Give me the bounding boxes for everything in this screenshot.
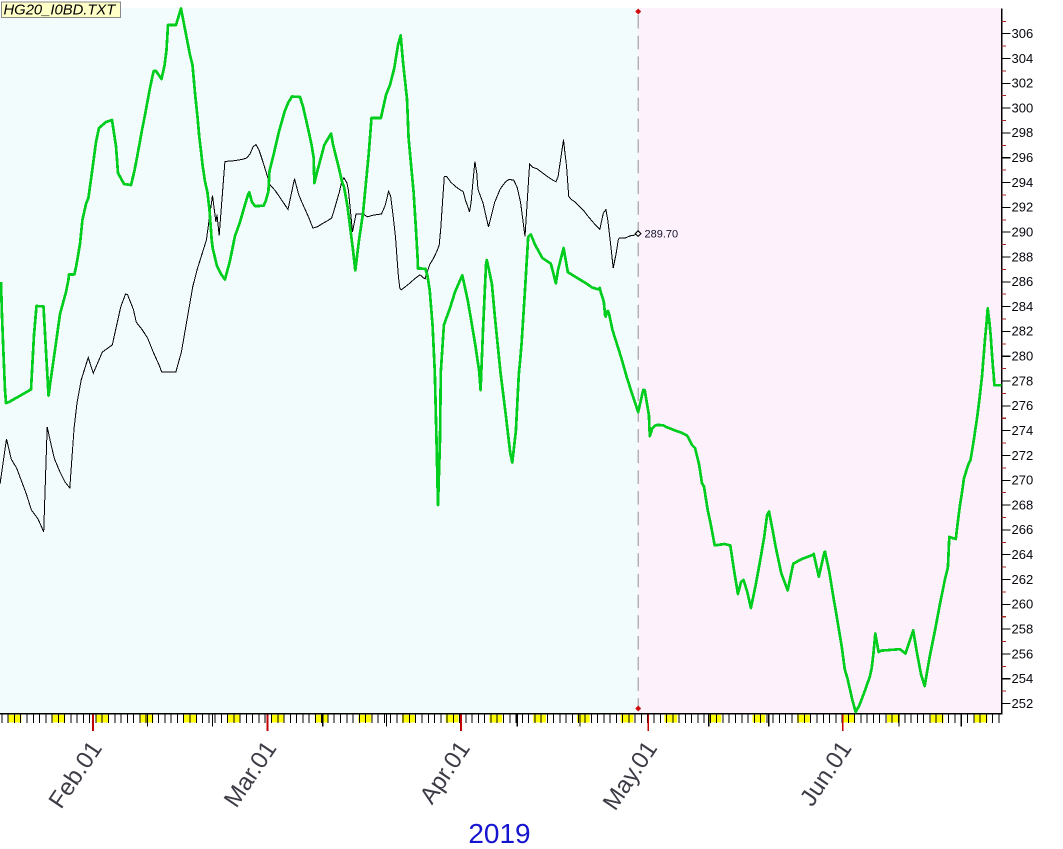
svg-text:292: 292 — [1012, 200, 1034, 215]
svg-text:262: 262 — [1012, 572, 1034, 587]
svg-text:294: 294 — [1012, 175, 1034, 190]
svg-text:290: 290 — [1012, 224, 1034, 239]
svg-text:278: 278 — [1012, 373, 1034, 388]
svg-text:270: 270 — [1012, 473, 1034, 488]
svg-text:HG20_I0BD.TXT: HG20_I0BD.TXT — [4, 3, 117, 19]
svg-text:254: 254 — [1012, 671, 1034, 686]
svg-text:264: 264 — [1012, 547, 1034, 562]
svg-text:302: 302 — [1012, 76, 1034, 91]
svg-text:256: 256 — [1012, 646, 1034, 661]
svg-text:300: 300 — [1012, 100, 1034, 115]
svg-text:282: 282 — [1012, 324, 1034, 339]
svg-text:306: 306 — [1012, 26, 1034, 41]
svg-text:276: 276 — [1012, 398, 1034, 413]
svg-text:298: 298 — [1012, 125, 1034, 140]
svg-text:304: 304 — [1012, 51, 1034, 66]
svg-text:284: 284 — [1012, 299, 1034, 314]
svg-text:252: 252 — [1012, 696, 1034, 711]
svg-text:280: 280 — [1012, 349, 1034, 364]
svg-text:274: 274 — [1012, 423, 1034, 438]
svg-text:258: 258 — [1012, 621, 1034, 636]
svg-text:286: 286 — [1012, 274, 1034, 289]
svg-text:266: 266 — [1012, 522, 1034, 537]
svg-text:2019: 2019 — [468, 818, 530, 849]
svg-text:296: 296 — [1012, 150, 1034, 165]
svg-text:268: 268 — [1012, 497, 1034, 512]
svg-text:288: 288 — [1012, 249, 1034, 264]
svg-text:260: 260 — [1012, 597, 1034, 612]
svg-text:289.70: 289.70 — [645, 229, 679, 241]
svg-text:272: 272 — [1012, 448, 1034, 463]
